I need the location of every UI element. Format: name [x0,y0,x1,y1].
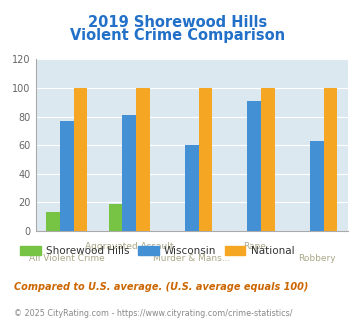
Text: Robbery: Robbery [298,254,335,263]
Bar [198,88,212,231]
Bar [310,141,323,231]
Text: Violent Crime Comparison: Violent Crime Comparison [70,28,285,43]
Legend: Shorewood Hills, Wisconsin, National: Shorewood Hills, Wisconsin, National [16,242,299,260]
Bar [122,115,136,231]
Text: © 2025 CityRating.com - https://www.cityrating.com/crime-statistics/: © 2025 CityRating.com - https://www.city… [14,309,293,318]
Bar [60,121,73,231]
Bar [46,213,60,231]
Text: Compared to U.S. average. (U.S. average equals 100): Compared to U.S. average. (U.S. average … [14,282,308,292]
Bar [261,88,275,231]
Bar [136,88,150,231]
Bar [185,145,198,231]
Text: All Violent Crime: All Violent Crime [29,254,105,263]
Text: Murder & Mans...: Murder & Mans... [153,254,230,263]
Bar [73,88,87,231]
Bar [323,88,337,231]
Bar [109,204,122,231]
Text: 2019 Shorewood Hills: 2019 Shorewood Hills [88,15,267,30]
Bar [247,101,261,231]
Text: Rape: Rape [243,243,266,251]
Text: Aggravated Assault: Aggravated Assault [85,243,174,251]
